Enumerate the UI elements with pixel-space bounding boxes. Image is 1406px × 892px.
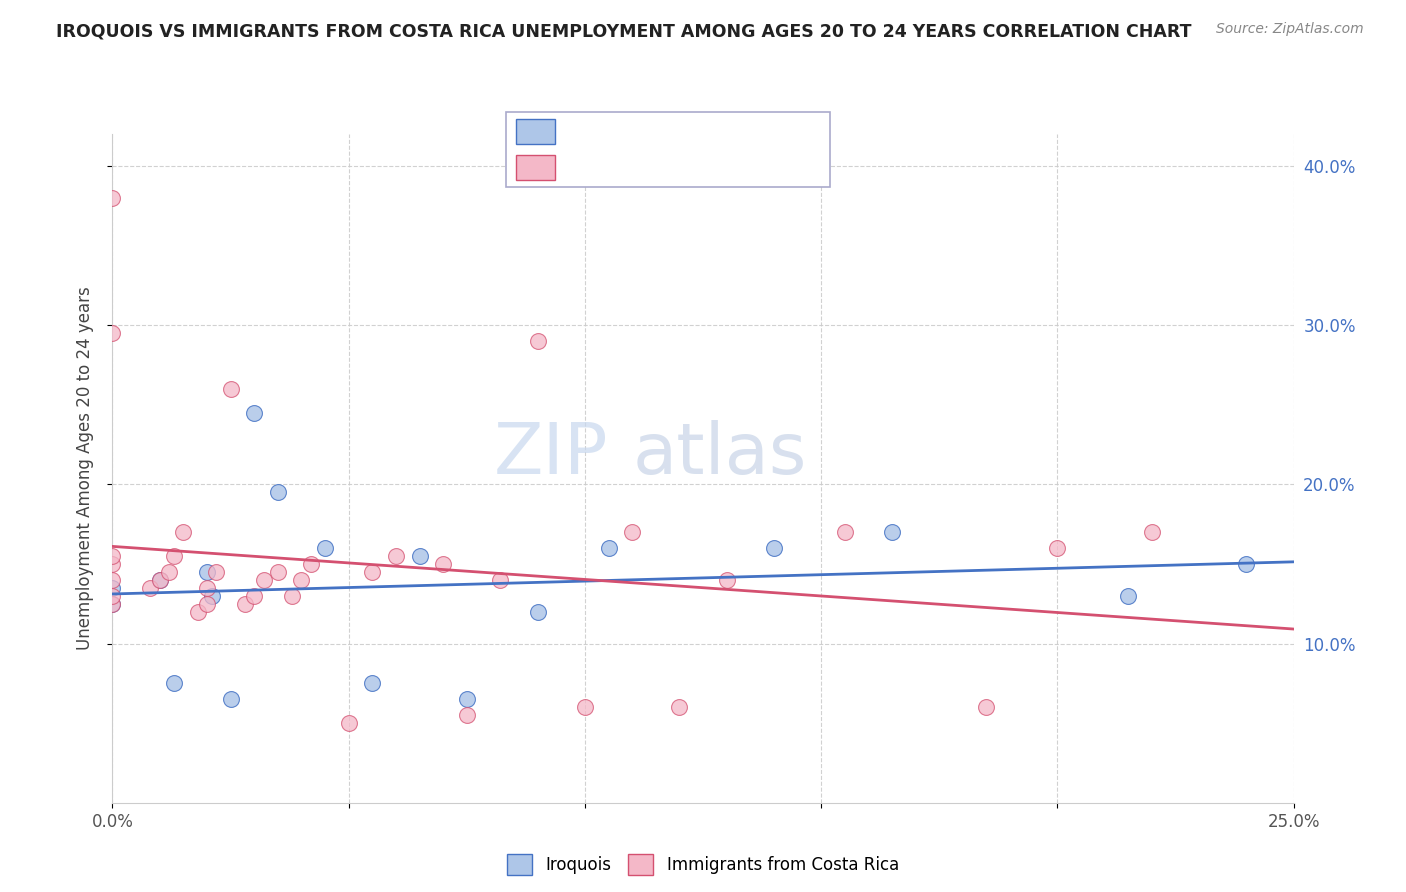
Point xyxy=(408,549,430,563)
Text: atlas: atlas xyxy=(633,420,807,490)
Legend: Iroquois, Immigrants from Costa Rica: Iroquois, Immigrants from Costa Rica xyxy=(501,847,905,881)
Point xyxy=(621,524,644,539)
Point xyxy=(243,406,266,420)
FancyBboxPatch shape xyxy=(516,154,554,179)
Point xyxy=(101,549,124,563)
Point xyxy=(337,716,360,731)
Text: IROQUOIS VS IMMIGRANTS FROM COSTA RICA UNEMPLOYMENT AMONG AGES 20 TO 24 YEARS CO: IROQUOIS VS IMMIGRANTS FROM COSTA RICA U… xyxy=(56,22,1192,40)
Point xyxy=(253,573,276,587)
Point xyxy=(101,573,124,587)
Point xyxy=(1046,541,1069,555)
Point xyxy=(101,589,124,603)
Point xyxy=(195,581,218,595)
Point xyxy=(361,565,384,579)
Point xyxy=(574,700,596,714)
Point xyxy=(526,605,548,619)
Point xyxy=(101,597,124,611)
Point xyxy=(219,692,242,706)
Text: -0.195: -0.195 xyxy=(616,125,671,139)
Point xyxy=(101,557,124,571)
Point xyxy=(668,700,690,714)
Point xyxy=(157,565,180,579)
Point xyxy=(267,485,290,500)
Point xyxy=(880,524,903,539)
Text: N =: N = xyxy=(707,160,741,174)
Text: 39: 39 xyxy=(758,160,780,174)
Point xyxy=(281,589,304,603)
Point xyxy=(163,676,186,690)
Point xyxy=(186,605,208,619)
Point xyxy=(456,692,478,706)
Point xyxy=(195,597,218,611)
Text: R =: R = xyxy=(564,125,598,139)
Point xyxy=(149,573,172,587)
Point xyxy=(101,190,124,204)
Text: R =: R = xyxy=(564,160,598,174)
Point xyxy=(101,326,124,340)
Point xyxy=(1140,524,1163,539)
Point xyxy=(267,565,290,579)
Point xyxy=(361,676,384,690)
Point xyxy=(299,557,322,571)
Text: N =: N = xyxy=(707,125,741,139)
Point xyxy=(290,573,312,587)
Point xyxy=(834,524,856,539)
Text: 19: 19 xyxy=(758,125,779,139)
Point xyxy=(385,549,408,563)
Point xyxy=(163,549,186,563)
FancyBboxPatch shape xyxy=(516,119,554,145)
Point xyxy=(1234,557,1257,571)
Point xyxy=(101,581,124,595)
Point xyxy=(243,589,266,603)
Text: Source: ZipAtlas.com: Source: ZipAtlas.com xyxy=(1216,22,1364,37)
Point xyxy=(598,541,620,555)
Point xyxy=(526,334,548,348)
Point xyxy=(762,541,785,555)
Text: 0.150: 0.150 xyxy=(616,160,664,174)
Point xyxy=(201,589,224,603)
Point xyxy=(149,573,172,587)
Point xyxy=(976,700,998,714)
Point xyxy=(233,597,256,611)
Point xyxy=(205,565,228,579)
Point xyxy=(716,573,738,587)
Point xyxy=(219,382,242,396)
Point xyxy=(195,565,218,579)
Point xyxy=(456,708,478,723)
Point xyxy=(101,597,124,611)
FancyBboxPatch shape xyxy=(506,112,830,187)
Point xyxy=(172,524,194,539)
Point xyxy=(489,573,512,587)
Y-axis label: Unemployment Among Ages 20 to 24 years: Unemployment Among Ages 20 to 24 years xyxy=(76,286,94,650)
Point xyxy=(314,541,336,555)
Point xyxy=(432,557,454,571)
Point xyxy=(1116,589,1139,603)
Point xyxy=(139,581,162,595)
Text: ZIP: ZIP xyxy=(494,420,609,490)
